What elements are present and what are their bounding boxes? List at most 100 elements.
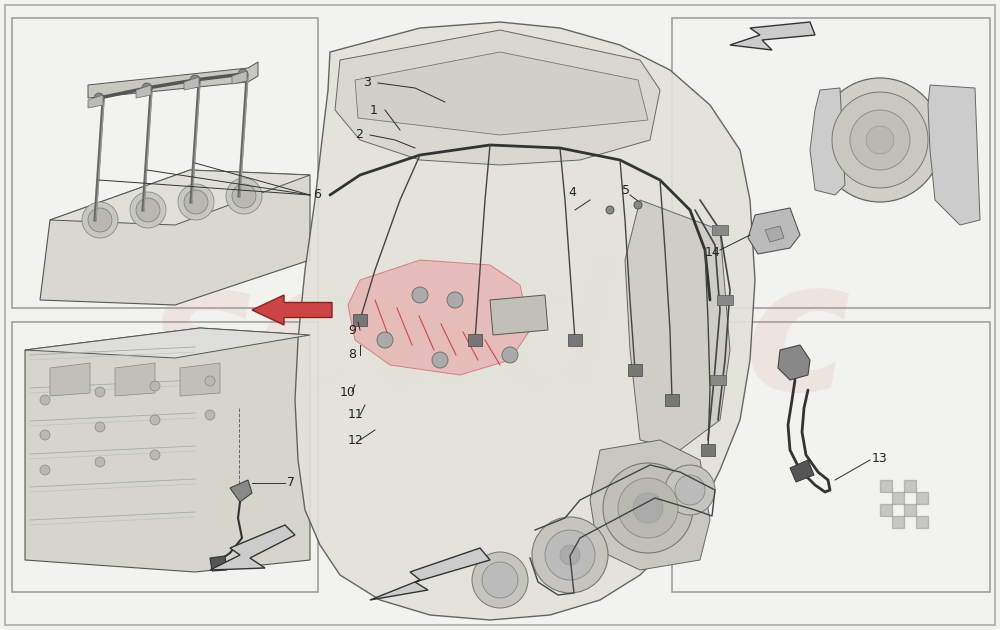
Polygon shape [701,444,715,456]
Circle shape [432,352,448,368]
Circle shape [675,475,705,505]
Bar [904,504,916,516]
Circle shape [482,562,518,598]
Bar [916,516,928,528]
Circle shape [618,478,678,538]
Circle shape [205,410,215,420]
Circle shape [130,192,166,228]
Circle shape [606,206,614,214]
Polygon shape [184,77,199,90]
Polygon shape [40,170,310,305]
Text: 11: 11 [348,408,364,421]
Circle shape [412,287,428,303]
FancyBboxPatch shape [12,18,318,308]
Circle shape [82,202,118,238]
Text: 9: 9 [348,323,356,336]
Circle shape [178,184,214,220]
Circle shape [818,78,942,202]
Polygon shape [628,364,642,376]
Text: 1: 1 [370,103,378,117]
Circle shape [850,110,910,170]
Bar [892,516,904,528]
Circle shape [95,422,105,432]
Circle shape [40,395,50,405]
Polygon shape [353,314,367,326]
Circle shape [88,208,112,232]
Circle shape [40,430,50,440]
Polygon shape [115,363,155,396]
Circle shape [232,184,256,208]
Polygon shape [625,200,730,450]
Polygon shape [468,334,482,346]
Circle shape [150,381,160,391]
Polygon shape [348,260,530,375]
FancyBboxPatch shape [12,322,318,592]
Text: 14: 14 [705,246,721,258]
Circle shape [150,415,160,425]
FancyBboxPatch shape [672,18,990,308]
Polygon shape [748,208,800,254]
Circle shape [532,517,608,593]
Polygon shape [25,328,310,572]
FancyBboxPatch shape [672,322,990,592]
Text: 4: 4 [568,186,576,200]
Circle shape [603,463,693,553]
Circle shape [502,347,518,363]
Polygon shape [810,88,845,195]
Polygon shape [252,295,332,325]
Text: scudoc: scudoc [148,252,852,428]
Polygon shape [230,480,252,502]
Polygon shape [370,548,490,600]
Text: 13: 13 [872,452,888,464]
Polygon shape [568,334,582,346]
Polygon shape [355,52,648,135]
Polygon shape [295,22,755,620]
Polygon shape [765,226,784,242]
Circle shape [665,465,715,515]
Text: 8: 8 [348,348,356,362]
Circle shape [545,530,595,580]
Circle shape [377,332,393,348]
Circle shape [238,69,248,79]
Text: 2: 2 [355,129,363,142]
Text: 12: 12 [348,433,364,447]
Bar [904,480,916,492]
Polygon shape [88,95,103,108]
Circle shape [205,376,215,386]
Circle shape [142,83,152,93]
Circle shape [40,465,50,475]
Polygon shape [88,62,258,98]
Polygon shape [710,375,726,385]
Circle shape [190,75,200,85]
Text: 5: 5 [622,183,630,197]
Bar [916,492,928,504]
Circle shape [95,457,105,467]
Polygon shape [778,345,810,380]
Polygon shape [136,85,151,98]
Bar [880,504,892,516]
Polygon shape [210,556,227,571]
Text: 10: 10 [340,386,356,399]
Text: 7: 7 [287,476,295,490]
Circle shape [560,545,580,565]
Text: 6: 6 [313,188,321,202]
Circle shape [226,178,262,214]
Polygon shape [712,225,728,235]
Circle shape [866,126,894,154]
Circle shape [447,292,463,308]
Bar [880,480,892,492]
Polygon shape [25,328,310,358]
Circle shape [633,493,663,523]
Polygon shape [590,440,710,570]
Polygon shape [717,295,733,305]
Circle shape [95,387,105,397]
Circle shape [634,201,642,209]
Polygon shape [50,170,310,225]
Polygon shape [210,525,295,570]
Circle shape [94,93,104,103]
Polygon shape [928,85,980,225]
Polygon shape [232,71,247,84]
Text: 3: 3 [363,76,371,89]
Polygon shape [490,295,548,335]
Polygon shape [790,460,814,482]
